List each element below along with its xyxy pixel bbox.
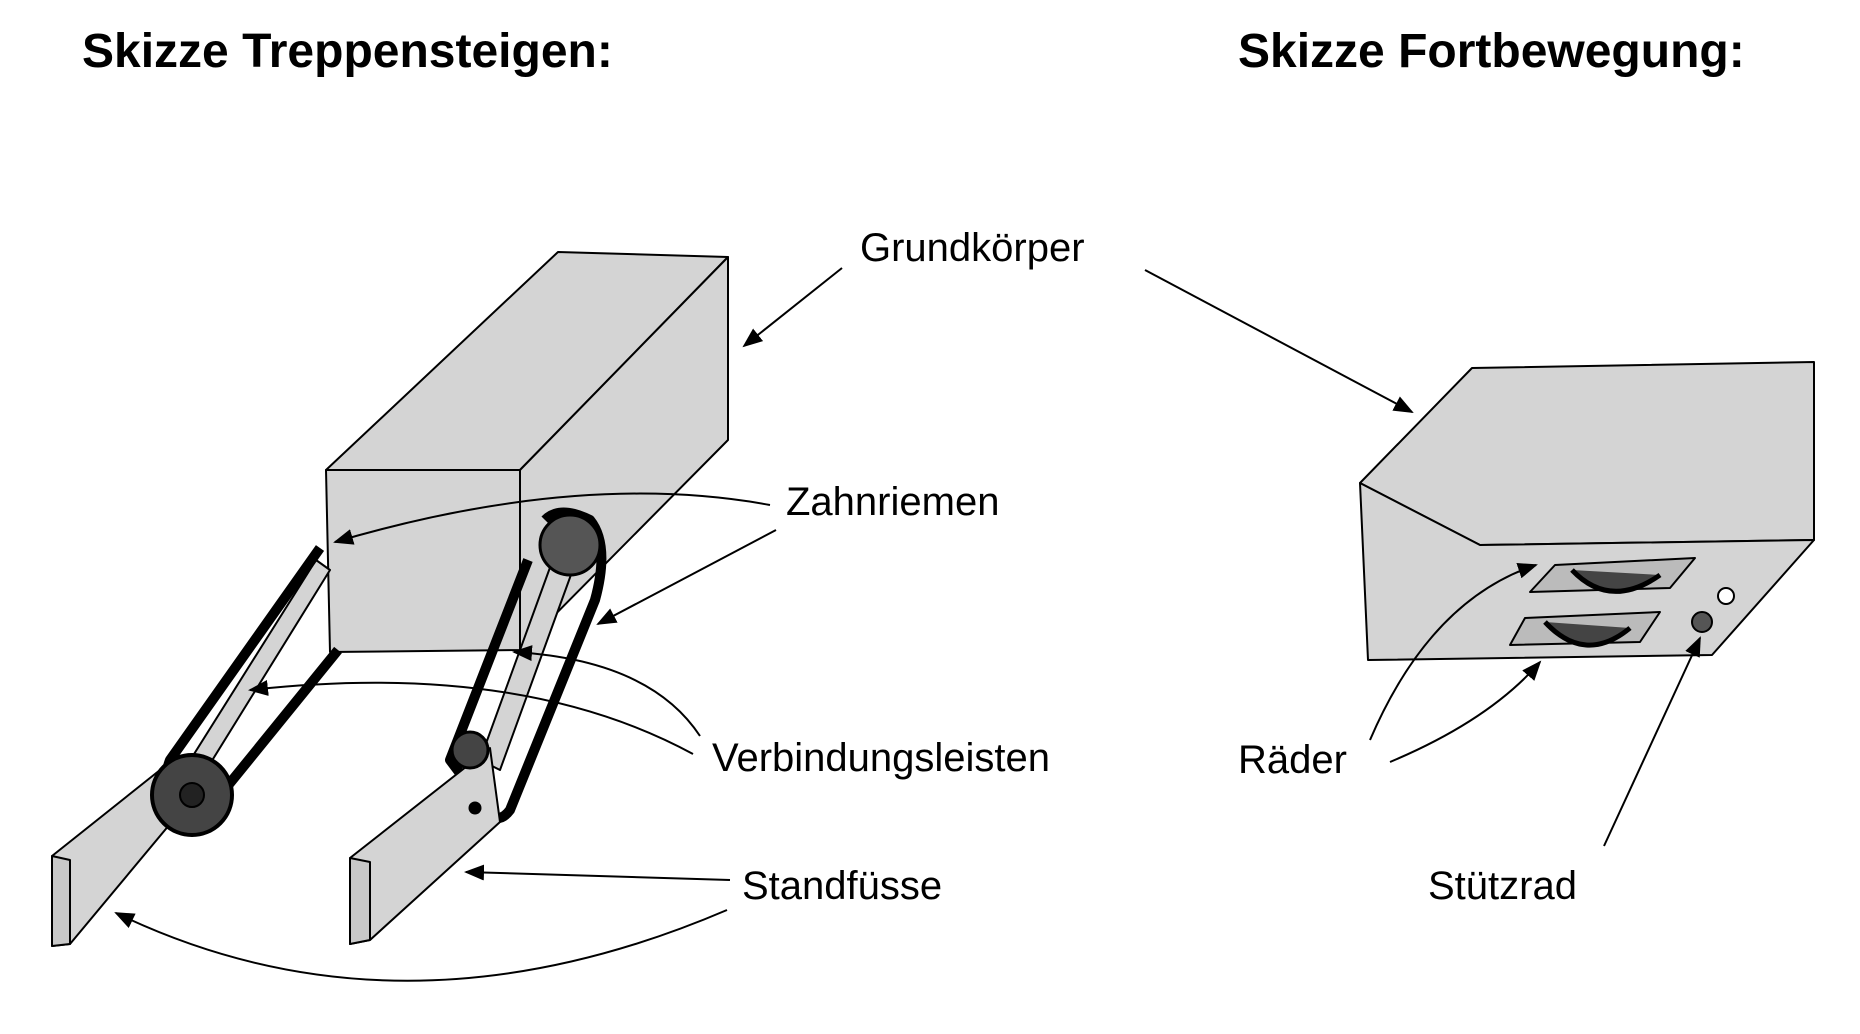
- label-raeder: Räder: [1238, 738, 1347, 782]
- upper-wheel: [1570, 568, 1662, 594]
- right-top-wheel: [538, 513, 602, 577]
- arrow-verbindungsleisten-right: [512, 645, 701, 737]
- arrow-stuetzrad: [1603, 636, 1701, 847]
- arrow-raeder-lower: [1389, 660, 1542, 763]
- lower-wheel: [1543, 620, 1632, 648]
- arrow-zahnriemen-right: [596, 529, 777, 625]
- label-stuetzrad: Stützrad: [1428, 864, 1577, 908]
- left-leg-assembly: [51, 545, 342, 947]
- arrow-grundkoerper-right: [1144, 269, 1414, 413]
- label-standfuesse: Standfüsse: [742, 864, 943, 908]
- arrow-standfuesse-left: [114, 909, 728, 982]
- arrow-standfuesse-right: [464, 864, 731, 881]
- label-verbindungsleisten: Verbindungsleisten: [712, 736, 1051, 780]
- right-bottom-wheel: [450, 730, 490, 770]
- label-grundkoerper: Grundkörper: [860, 226, 1085, 270]
- right-foot: [349, 747, 501, 945]
- main-body-front-face: [325, 469, 521, 653]
- title-stair-climbing: Skizze Treppensteigen:: [82, 25, 613, 78]
- arrow-verbindungsleisten-left: [248, 680, 694, 755]
- rover-wheels: [1509, 557, 1735, 648]
- arrow-zahnriemen-left: [333, 492, 771, 545]
- title-locomotion: Skizze Fortbewegung:: [1238, 25, 1745, 78]
- right-foot-front: [349, 857, 371, 945]
- label-zahnriemen: Zahnriemen: [786, 480, 1000, 524]
- support-wheel: [1691, 611, 1713, 633]
- callout-arrows: [114, 267, 1701, 982]
- stair-climbing-sketch: [325, 251, 729, 653]
- left-foot-front: [51, 855, 71, 947]
- arrow-raeder-upper: [1369, 563, 1538, 741]
- arrow-grundkoerper-left: [742, 267, 843, 348]
